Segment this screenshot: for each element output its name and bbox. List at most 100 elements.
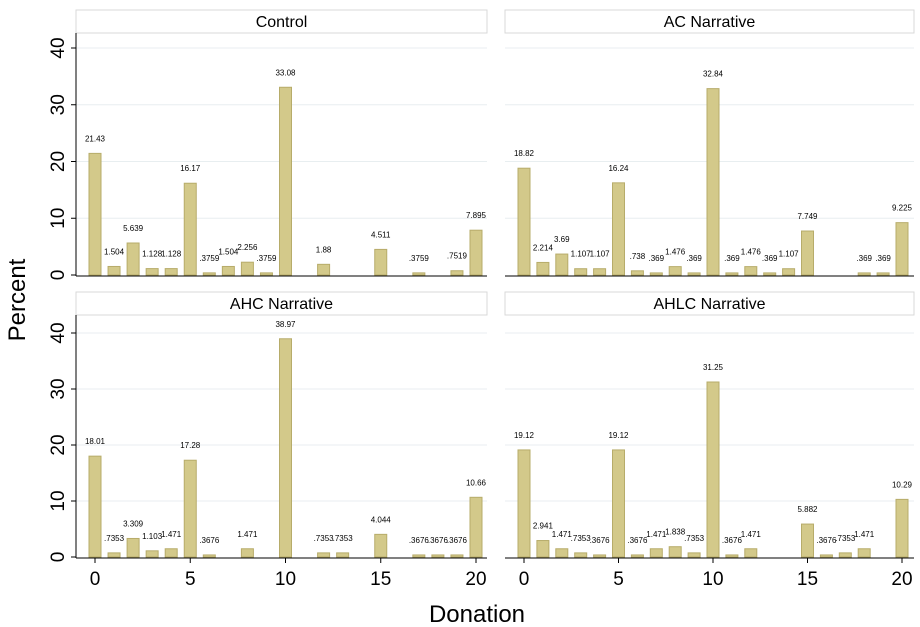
x-tick-label: 15: [797, 569, 818, 590]
panel-header: [75, 291, 488, 316]
y-tick-label: 10: [48, 490, 69, 511]
data-label: 19.12: [514, 431, 535, 440]
bar: [183, 459, 197, 558]
bar: [536, 261, 550, 276]
data-label: 5.639: [123, 224, 144, 233]
data-label: .369: [875, 254, 891, 263]
bar: [164, 268, 178, 276]
y-axis-row-2: 0 10 20 30 40: [48, 315, 77, 563]
bar: [240, 261, 254, 276]
bar: [145, 550, 159, 558]
bar: [126, 537, 140, 558]
bar: [317, 552, 331, 558]
panel-header: [504, 9, 915, 34]
data-label: 18.01: [85, 437, 106, 446]
bar: [240, 548, 254, 558]
y-tick-label: 0: [48, 270, 69, 281]
data-label: .3676: [722, 536, 743, 545]
bar: [183, 182, 197, 276]
x-axis-col-2: 0 5 10 15 20: [519, 558, 913, 590]
data-label: 16.17: [180, 164, 201, 173]
bar: [279, 338, 292, 558]
x-axes-layer: 0 5 10 15 20 0 5 10 15 20: [90, 558, 913, 590]
bar: [555, 548, 569, 558]
x-tick-label: 20: [465, 569, 486, 590]
bar: [574, 552, 588, 558]
data-label: 10.66: [466, 478, 487, 487]
data-label: 1.107: [590, 250, 611, 259]
bar: [412, 272, 426, 276]
data-label: 1.471: [741, 530, 762, 539]
data-label: 1.471: [854, 530, 875, 539]
data-label: .7353: [314, 534, 335, 543]
x-axis-title: Donation: [429, 601, 525, 627]
data-label: 4.044: [371, 515, 392, 524]
data-label: 2.256: [237, 243, 258, 252]
bar: [107, 265, 121, 276]
bar: [744, 548, 758, 558]
bar: [221, 265, 235, 276]
bar: [649, 272, 663, 276]
data-label: 1.476: [665, 248, 686, 257]
bar: [744, 266, 758, 276]
bar: [895, 498, 909, 558]
data-label: .3759: [199, 254, 220, 263]
bar: [202, 272, 216, 276]
bar: [317, 263, 331, 276]
bar: [838, 552, 852, 558]
data-label: .3759: [256, 254, 277, 263]
data-label: .369: [856, 254, 872, 263]
data-label: 1.88: [316, 245, 332, 254]
y-tick-label: 0: [48, 552, 69, 563]
bar: [412, 554, 426, 558]
panel-title: Control: [256, 14, 308, 31]
bar: [555, 253, 569, 276]
panel-header: [504, 291, 915, 316]
data-label: .7353: [684, 534, 705, 543]
bar: [725, 554, 739, 558]
bar: [687, 552, 701, 558]
bar: [630, 554, 644, 558]
data-label: 32.84: [703, 70, 724, 79]
data-label: 19.12: [608, 431, 629, 440]
data-label: .7353: [333, 534, 354, 543]
data-label: .369: [649, 254, 665, 263]
data-label: .738: [630, 252, 646, 261]
data-label: 10.29: [892, 480, 913, 489]
bar: [126, 242, 140, 276]
bar: [469, 229, 483, 276]
panels-layer: Control 21.43 1.504 5.639 1.128 1.128 16.17 .37…: [75, 9, 915, 559]
data-label: 18.82: [514, 149, 535, 158]
x-tick-label: 0: [90, 569, 101, 590]
data-label: 1.103: [142, 532, 163, 541]
data-label: .3676: [447, 536, 468, 545]
data-label: 2.941: [533, 522, 554, 531]
bar: [725, 272, 739, 276]
x-tick-label: 5: [613, 569, 624, 590]
data-label: 7.749: [797, 212, 818, 221]
bar: [450, 270, 464, 276]
x-tick-label: 20: [891, 569, 912, 590]
bar: [593, 554, 607, 558]
data-label: .3676: [590, 536, 611, 545]
bar: [612, 182, 625, 276]
y-tick-label: 20: [48, 434, 69, 455]
y-tick-label: 40: [48, 322, 69, 343]
x-tick-label: 5: [185, 569, 196, 590]
bar: [574, 268, 588, 276]
y-tick-label: 10: [48, 208, 69, 229]
data-label: .7353: [104, 534, 125, 543]
data-label: 21.43: [85, 134, 106, 143]
data-label: 3.69: [554, 235, 570, 244]
bar: [706, 88, 720, 276]
y-tick-label: 20: [48, 151, 69, 172]
bar: [687, 272, 701, 276]
data-label: .3676: [627, 536, 648, 545]
data-label: .7519: [447, 252, 468, 261]
data-label: 1.504: [218, 247, 239, 256]
panel-title: AHLC Narrative: [653, 296, 765, 313]
data-label: .3759: [409, 254, 430, 263]
bar: [857, 548, 871, 558]
bar: [374, 248, 388, 276]
data-label: 1.471: [646, 530, 667, 539]
